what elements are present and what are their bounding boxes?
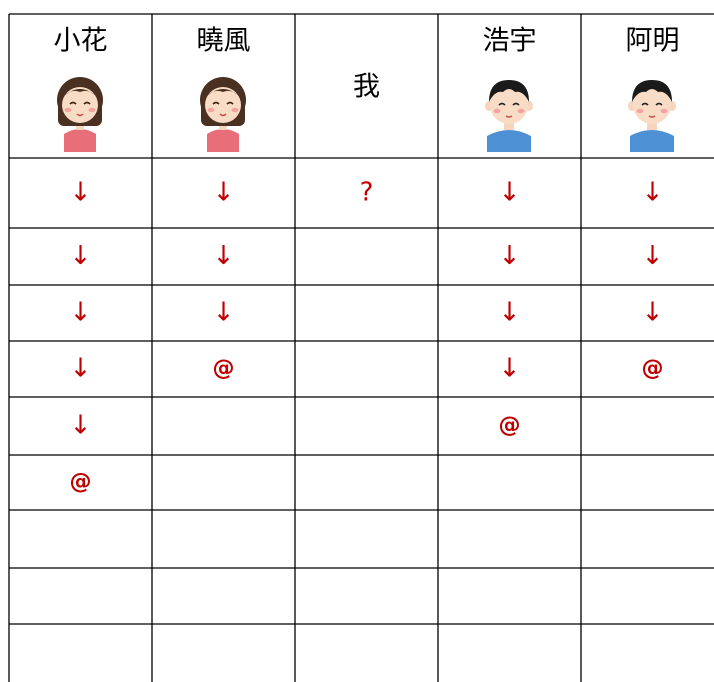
cell-mark: ↓ <box>499 178 521 208</box>
cell-mark: @ <box>642 356 664 381</box>
cell-mark: @ <box>213 356 235 381</box>
cell-mark: ↓ <box>499 354 521 384</box>
cell-mark: ↓ <box>70 298 92 328</box>
cell-mark: ↓ <box>213 298 235 328</box>
cell-mark: ↓ <box>70 178 92 208</box>
cell-mark: ↓ <box>70 411 92 441</box>
cell-mark: ? <box>360 178 374 208</box>
cell-mark: @ <box>70 470 92 495</box>
header-name: 我 <box>353 72 380 103</box>
cell-mark: ↓ <box>642 178 664 208</box>
avatar <box>56 76 104 152</box>
cell-mark: ↓ <box>499 298 521 328</box>
cell-mark: ↓ <box>642 298 664 328</box>
cell-mark: @ <box>499 413 521 438</box>
cell-mark: ↓ <box>499 241 521 271</box>
avatar <box>484 79 534 152</box>
cell-mark: ↓ <box>642 241 664 271</box>
cell-mark: ↓ <box>213 178 235 208</box>
header-name: 曉風 <box>197 26 251 57</box>
cell-mark: ↓ <box>70 354 92 384</box>
avatar <box>199 76 247 152</box>
cell-mark: ↓ <box>70 241 92 271</box>
cell-mark: ↓ <box>213 241 235 271</box>
header-name: 浩宇 <box>483 26 537 57</box>
header-name: 小花 <box>54 26 108 57</box>
avatar <box>627 79 677 152</box>
header-name: 阿明 <box>626 26 680 57</box>
